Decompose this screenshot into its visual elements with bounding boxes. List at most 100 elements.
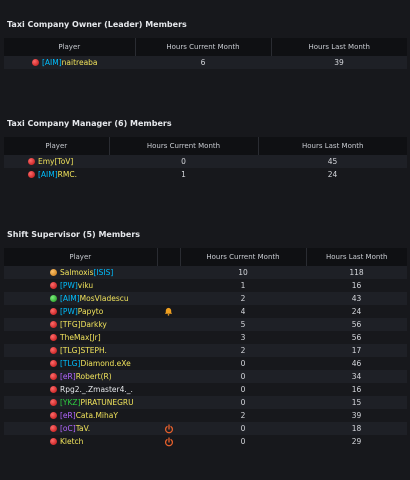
hours-current-cell: 0 [180, 396, 306, 409]
table-row[interactable]: [oC]TaV. 0 18 [4, 422, 407, 435]
player-name-text: [AIM]MosVladescu [60, 294, 129, 303]
player-name-text: [AIM]naitreaba [42, 58, 98, 67]
table-row[interactable]: [YKZ]PIRATUNEGRU 0 15 [4, 396, 407, 409]
status-icon-cell [157, 422, 180, 435]
table-row[interactable]: Kletch 0 29 [4, 435, 407, 448]
status-red-icon [28, 157, 35, 165]
player-nick: Darkky [80, 319, 107, 329]
player-name-text: [TLG]Diamond.eXe [60, 359, 131, 368]
player-cell[interactable]: [AIM]naitreaba [4, 56, 135, 69]
player-cell[interactable]: Emy[ToV] [4, 155, 109, 168]
table-row[interactable]: TheMax[Jr] 3 56 [4, 331, 407, 344]
player-name[interactable]: TheMax[Jr] [50, 333, 101, 342]
status-icon-cell [157, 266, 180, 279]
table-row[interactable]: [TFG]Darkky 5 56 [4, 318, 407, 331]
status-red-icon [50, 398, 57, 406]
player-name[interactable]: Kletch [50, 437, 83, 446]
table-row[interactable]: [AIM]MosVladescu 2 43 [4, 292, 407, 305]
hours-last-cell: 43 [306, 292, 407, 305]
player-cell[interactable]: [PW]Papyto [4, 305, 157, 318]
player-nick: PIRATUNEGRU [80, 397, 134, 407]
bell-icon [158, 307, 179, 316]
section-owner-title: Taxi Company Owner (Leader) Members [7, 20, 187, 29]
player-name[interactable]: [AIM]naitreaba [32, 58, 98, 67]
player-name[interactable]: [PW]Papyto [50, 307, 103, 316]
hours-last-cell: 39 [271, 56, 407, 69]
hours-current-cell: 1 [181, 170, 186, 179]
table-row[interactable]: Rpg2._.Zmaster4._. 0 16 [4, 383, 407, 396]
clan-tag: [YKZ] [60, 397, 81, 407]
table-row[interactable]: [eR]Robert(R) 0 34 [4, 370, 407, 383]
player-cell[interactable]: Salmoxis[ISIS] [4, 266, 157, 279]
player-name[interactable]: Salmoxis[ISIS] [50, 268, 113, 277]
table-row[interactable]: [eR]Cata.MihaY 2 39 [4, 409, 407, 422]
hours-current-cell: 0 [240, 437, 246, 446]
player-cell[interactable]: Kletch [4, 435, 157, 448]
col-player[interactable]: Player [4, 248, 158, 266]
player-cell[interactable]: [YKZ]PIRATUNEGRU [4, 396, 157, 409]
player-cell[interactable]: [AIM]MosVladescu [4, 292, 157, 305]
hours-current-cell: 2 [240, 411, 246, 420]
player-cell[interactable]: [TFG]Darkky [4, 318, 157, 331]
player-name[interactable]: [TFG]Darkky [50, 320, 107, 329]
section-supervisor-title: Shift Supervisor (5) Members [7, 230, 141, 239]
status-icon-cell [157, 383, 180, 396]
col-player[interactable]: Player [4, 38, 136, 56]
status-red-icon [50, 437, 57, 445]
player-name-text: [eR]Cata.MihaY [60, 411, 118, 420]
player-name[interactable]: [oC]TaV. [50, 424, 90, 433]
col-hours-current[interactable]: Hours Current Month [109, 137, 259, 155]
player-name[interactable]: [TLG]Diamond.eXe [50, 359, 131, 368]
player-name[interactable]: [PW]viku [50, 281, 93, 290]
player-cell[interactable]: [TLG]STEPH. [4, 344, 157, 357]
power-icon [158, 436, 179, 447]
player-cell[interactable]: [TLG]Diamond.eXe [4, 357, 157, 370]
col-hours-last[interactable]: Hours Last Month [258, 137, 407, 155]
status-red-icon [50, 333, 57, 341]
player-name[interactable]: [TLG]STEPH. [50, 346, 107, 355]
table-row[interactable]: [AIM]naitreaba 6 39 [4, 56, 407, 69]
player-name[interactable]: Rpg2._.Zmaster4._. [50, 385, 133, 394]
player-nick: Emy [38, 156, 55, 166]
player-nick: Robert [75, 371, 101, 381]
player-cell[interactable]: [PW]viku [4, 279, 157, 292]
player-name[interactable]: [AIM]RMC. [28, 170, 77, 179]
player-cell[interactable]: [eR]Cata.MihaY [4, 409, 157, 422]
player-name[interactable]: [eR]Robert(R) [50, 372, 112, 381]
table-row[interactable]: [TLG]STEPH. 2 17 [4, 344, 407, 357]
clan-tag: [AIM] [42, 57, 62, 67]
clan-tag: [TLG] [60, 345, 81, 355]
status-icon-cell [157, 305, 180, 318]
player-cell[interactable]: TheMax[Jr] [4, 331, 157, 344]
hours-last-cell: 46 [351, 359, 362, 368]
player-cell[interactable]: [oC]TaV. [4, 422, 157, 435]
col-player[interactable]: Player [4, 137, 110, 155]
hours-last-cell: 29 [351, 437, 362, 446]
table-row[interactable]: [PW]viku 1 16 [4, 279, 407, 292]
hours-current-cell: 2 [180, 292, 306, 305]
table-row[interactable]: Salmoxis[ISIS] 10 118 [4, 266, 407, 279]
table-row[interactable]: [PW]Papyto 4 24 [4, 305, 407, 318]
clan-tag: [oC] [60, 423, 76, 433]
col-hours-current[interactable]: Hours Current Month [180, 248, 307, 266]
col-hours-last[interactable]: Hours Last Month [306, 248, 407, 266]
status-red-icon [50, 411, 57, 419]
player-name[interactable]: Emy[ToV] [28, 157, 73, 166]
table-row[interactable]: [TLG]Diamond.eXe 0 46 [4, 357, 407, 370]
hours-current-cell: 0 [180, 370, 306, 383]
status-green-icon [50, 294, 57, 302]
player-name[interactable]: [AIM]MosVladescu [50, 294, 129, 303]
player-name[interactable]: [YKZ]PIRATUNEGRU [50, 398, 134, 407]
table-row[interactable]: Emy[ToV] 0 45 [4, 155, 407, 168]
col-hours-last[interactable]: Hours Last Month [271, 38, 407, 56]
player-name[interactable]: [eR]Cata.MihaY [50, 411, 118, 420]
col-hours-current[interactable]: Hours Current Month [135, 38, 272, 56]
player-cell[interactable]: Rpg2._.Zmaster4._. [4, 383, 157, 396]
hours-current-cell: 3 [240, 333, 246, 342]
player-cell[interactable]: [AIM]RMC. [4, 168, 109, 181]
hours-current-cell: 5 [180, 318, 306, 331]
hours-current-cell: 4 [240, 307, 246, 316]
status-icon-cell [157, 292, 180, 305]
player-cell[interactable]: [eR]Robert(R) [4, 370, 157, 383]
table-row[interactable]: [AIM]RMC. 1 24 [4, 168, 407, 181]
